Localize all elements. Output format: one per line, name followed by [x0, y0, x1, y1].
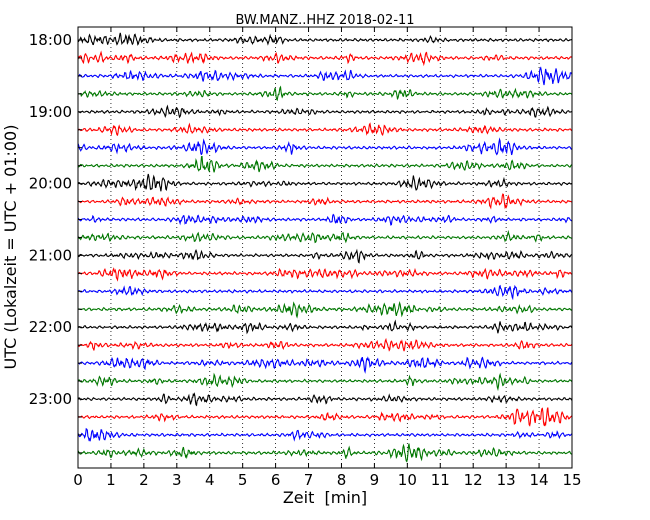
- plot-frame: [77, 26, 573, 469]
- trace-line: [77, 267, 573, 282]
- trace-line: [77, 173, 573, 192]
- y-axis-ticks: 18:00 19:00 20:00 21:00 22:00 23:00: [29, 31, 82, 454]
- x-tick-label: 9: [370, 471, 380, 489]
- trace-line: [77, 301, 573, 319]
- x-tick-label: 3: [172, 471, 182, 489]
- x-tick-label: 2: [139, 471, 149, 489]
- y-tick-label: 22:00: [29, 318, 72, 336]
- seismogram-traces: [77, 32, 573, 463]
- x-tick-label: 7: [304, 471, 314, 489]
- y-tick-label: 23:00: [29, 390, 72, 408]
- x-tick-label: 5: [238, 471, 248, 489]
- gridlines: [110, 27, 540, 468]
- y-tick-label: 21:00: [29, 246, 72, 264]
- trace-line: [77, 155, 573, 173]
- x-tick-label: 8: [337, 471, 347, 489]
- x-tick-label: 6: [271, 471, 281, 489]
- trace-line: [77, 407, 573, 427]
- y-tick-label: 19:00: [29, 103, 72, 121]
- trace-line: [77, 229, 573, 244]
- trace-line: [77, 248, 573, 264]
- trace-line: [77, 337, 573, 352]
- trace-line: [77, 284, 573, 301]
- x-tick-label: 4: [205, 471, 215, 489]
- trace-line: [77, 50, 573, 67]
- y-tick-label: 20:00: [29, 175, 72, 193]
- chart-title: BW.MANZ..HHZ 2018-02-11: [235, 13, 414, 28]
- trace-line: [77, 392, 573, 407]
- trace-line: [77, 66, 573, 86]
- x-tick-label: 13: [497, 471, 516, 489]
- trace-line: [77, 122, 573, 137]
- y-axis-label: UTC (Lokalzeit = UTC + 01:00): [1, 125, 20, 370]
- x-tick-label: 11: [431, 471, 450, 489]
- trace-line: [77, 32, 573, 46]
- trace-line: [77, 137, 573, 156]
- trace-line: [77, 372, 573, 392]
- trace-line: [77, 427, 573, 442]
- trace-line: [77, 104, 573, 119]
- trace-line: [77, 85, 573, 102]
- x-tick-label: 12: [464, 471, 483, 489]
- x-tick-label: 14: [530, 471, 549, 489]
- x-axis-ticks: 0 1 2 3 4 5 6 7 8 9 10 11 12 13 14 15: [73, 27, 582, 489]
- y-tick-label: 18:00: [29, 31, 72, 49]
- trace-line: [77, 319, 573, 335]
- trace-line: [77, 213, 573, 226]
- x-tick-label: 15: [562, 471, 581, 489]
- x-tick-label: 10: [398, 471, 417, 489]
- trace-line: [77, 443, 573, 463]
- x-axis-label: Zeit [min]: [283, 488, 367, 507]
- trace-line: [77, 193, 573, 210]
- trace-line: [77, 356, 573, 374]
- x-tick-label: 1: [106, 471, 116, 489]
- x-tick-label: 0: [73, 471, 83, 489]
